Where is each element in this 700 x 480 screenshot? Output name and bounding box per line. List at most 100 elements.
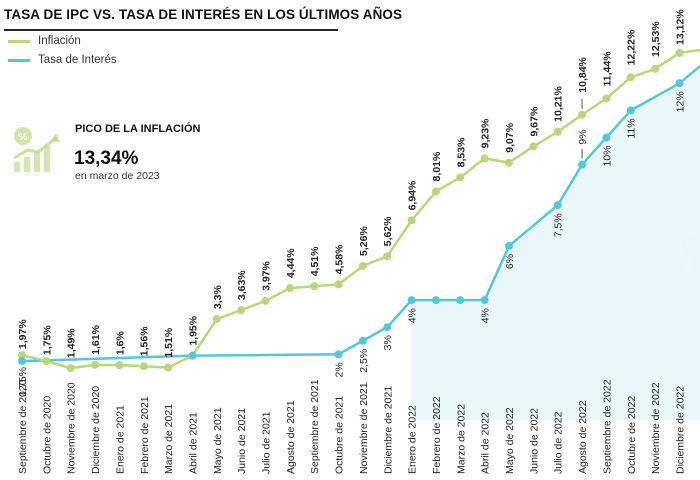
interest-data-label: 12%: [674, 91, 686, 112]
inflation-data-label: 3,63%: [236, 270, 248, 300]
interest-point: [431, 296, 440, 305]
interest-point: [602, 133, 611, 142]
legend-inflation-label: Inflación: [38, 35, 81, 47]
interest-point: [505, 241, 513, 250]
interest-point: [383, 323, 392, 332]
inflation-point: [285, 284, 294, 293]
inflation-data-label: 8,53%: [455, 137, 467, 167]
chart-title: TASA DE IPC VS. TASA DE INTERÉS EN LOS Ú…: [4, 7, 403, 22]
x-tick-label: Febrero de 2021: [139, 396, 151, 474]
legend-interest-swatch: [8, 58, 30, 62]
x-tick-label: Enero de 2022: [407, 405, 419, 474]
x-tick-label: Septiembre de 2021: [309, 379, 321, 474]
interest-point: [188, 351, 197, 360]
interest-point: [456, 296, 465, 305]
inflation-point: [651, 64, 660, 73]
inflation-data-label: 9,07%: [504, 122, 516, 152]
legend-interest: Tasa de Interés: [8, 52, 117, 68]
interest-point: [480, 296, 489, 305]
legend-interest-label: Tasa de Interés: [38, 54, 117, 66]
x-tick-label: Febrero de 2022: [431, 396, 443, 474]
inflation-point: [431, 187, 440, 196]
inflation-point: [407, 216, 416, 225]
inflation-data-label: 5,26%: [358, 226, 370, 256]
x-tick-label: Marzo de 2021: [163, 404, 175, 474]
x-tick-label: Julio de 2021: [261, 411, 273, 474]
x-tick-label: Abril de 2021: [187, 412, 199, 474]
interest-point: [578, 160, 587, 169]
legend-inflation: Inflación: [8, 33, 81, 49]
inflation-point: [383, 252, 392, 261]
interest-data-label: 1,75%: [17, 367, 29, 397]
inflation-data-label: 3,3%: [212, 284, 224, 309]
inflation-data-label: 12,22%: [626, 29, 638, 65]
x-tick-label: Abril de 2022: [480, 412, 492, 474]
inflation-point: [66, 364, 75, 373]
inflation-data-label: 1,56%: [139, 326, 151, 356]
x-tick-label: Junio de 2021: [236, 408, 248, 474]
inflation-point: [480, 154, 489, 163]
x-tick-label: Octubre de 2022: [626, 396, 638, 474]
title-underline: [4, 29, 338, 31]
inflation-data-label: 1,61%: [90, 324, 102, 354]
inflation-point: [505, 158, 513, 167]
interest-data-label: 3%: [382, 335, 394, 350]
inflation-data-label: 1,95%: [187, 315, 199, 345]
x-tick-label: Diciembre de 2021: [382, 386, 394, 474]
inflation-point: [675, 48, 684, 57]
inflation-data-label: 6,94%: [407, 180, 419, 210]
interest-area-shade: [411, 66, 700, 420]
interest-point: [626, 106, 635, 115]
inflation-data-label: 12,53%: [650, 21, 662, 57]
inflation-data-label: 5,62%: [382, 216, 394, 246]
x-tick-label: Junio de 2022: [528, 408, 540, 474]
inflation-data-label: 3,97%: [261, 260, 273, 290]
inflation-point: [626, 73, 635, 82]
x-tick-label: Octubre de 2021: [334, 396, 346, 474]
x-tick-label: Noviembre de 2021: [358, 382, 370, 474]
series-line-tasa-de-interes: [21, 64, 700, 363]
interest-data-label: 11%: [626, 118, 638, 138]
inflation-point: [42, 357, 51, 366]
inflation-data-label: 10,84%: [577, 56, 589, 92]
x-tick-label: Noviembre de 2020: [66, 382, 78, 474]
x-tick-label: Septiembre de 2022: [601, 379, 613, 474]
x-tick-label: Noviembre de 2022: [650, 382, 662, 474]
x-tick-label: Agosto de 2021: [285, 400, 297, 474]
inflation-data-label: 4,44%: [285, 248, 297, 278]
x-tick-label: Enero de 2021: [114, 405, 126, 474]
interest-point: [675, 79, 684, 88]
x-tick-label: Mayo de 2021: [212, 407, 224, 474]
interest-data-label: 4%: [407, 308, 419, 323]
x-tick-label: Diciembre de 2022: [674, 386, 686, 474]
peak-subtitle: en marzo de 2023: [75, 170, 160, 182]
inflation-data-label: 1,75%: [41, 325, 53, 355]
inflation-point: [456, 173, 465, 182]
inflation-data-label: 10,21%: [553, 86, 565, 122]
interest-point: [407, 296, 416, 305]
x-tick-label: Septiembre de 2020: [17, 379, 29, 474]
inflation-data-label: 8,01%: [431, 151, 443, 181]
interest-data-label: 9%: [577, 129, 589, 144]
inflation-point: [91, 360, 100, 369]
svg-text:%: %: [19, 132, 28, 143]
inflation-data-label: 13,12%: [674, 9, 686, 45]
inflation-point: [212, 315, 221, 324]
inflation-point: [310, 282, 319, 291]
inflation-data-label: 1,97%: [17, 319, 29, 349]
interest-data-label: 2,5%: [358, 349, 370, 373]
inflation-data-label: 4,58%: [334, 244, 346, 274]
interest-point: [553, 201, 562, 210]
interest-point: [18, 357, 26, 366]
inflation-point: [18, 351, 26, 360]
x-tick-label: Mayo de 2022: [504, 407, 516, 474]
x-tick-label: Julio de 2022: [553, 411, 565, 474]
inflation-point: [602, 94, 611, 103]
x-tick-label: Diciembre de 2020: [90, 386, 102, 474]
peak-title: PICO DE LA INFLACIÓN: [75, 123, 201, 135]
inflation-data-label: 9,67%: [528, 106, 540, 136]
inflation-point: [529, 142, 538, 151]
inflation-point: [358, 261, 367, 270]
inflation-data-label: 9,23%: [480, 118, 492, 148]
